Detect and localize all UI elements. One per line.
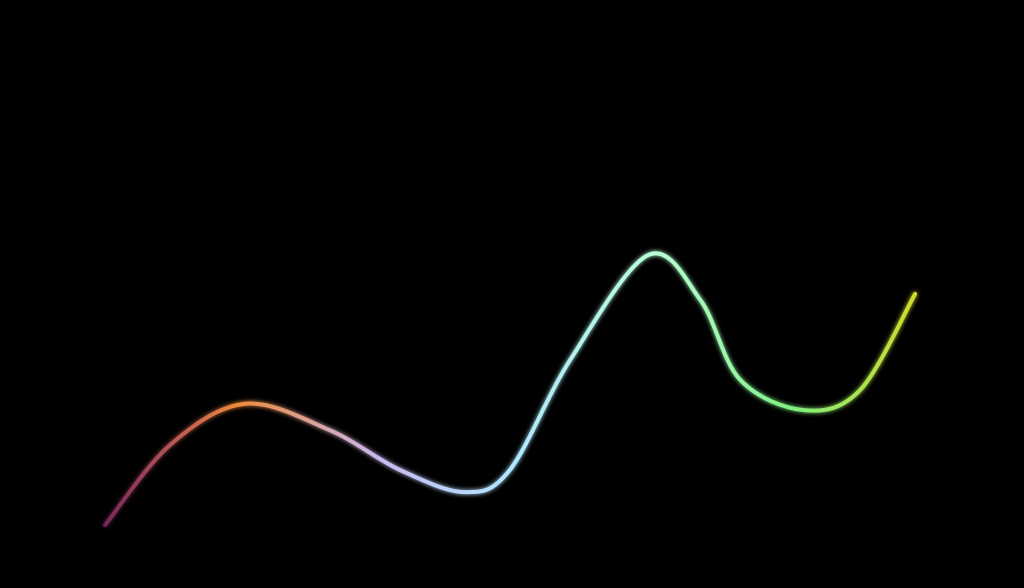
series-line (103, 251, 918, 528)
